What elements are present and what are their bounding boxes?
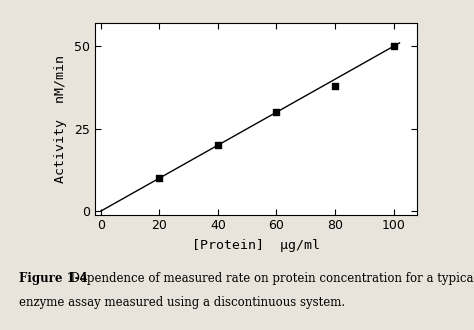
- Text: Figure 1-4: Figure 1-4: [19, 272, 88, 285]
- Text: Dependence of measured rate on protein concentration for a typical: Dependence of measured rate on protein c…: [63, 272, 474, 285]
- Y-axis label: Activity  nM/min: Activity nM/min: [54, 55, 67, 183]
- Point: [331, 83, 339, 88]
- Point: [273, 110, 280, 115]
- Point: [214, 143, 222, 148]
- X-axis label: [Protein]  μg/ml: [Protein] μg/ml: [192, 239, 320, 252]
- Text: enzyme assay measured using a discontinuous system.: enzyme assay measured using a discontinu…: [19, 296, 345, 309]
- Point: [390, 44, 398, 49]
- Point: [155, 176, 163, 181]
